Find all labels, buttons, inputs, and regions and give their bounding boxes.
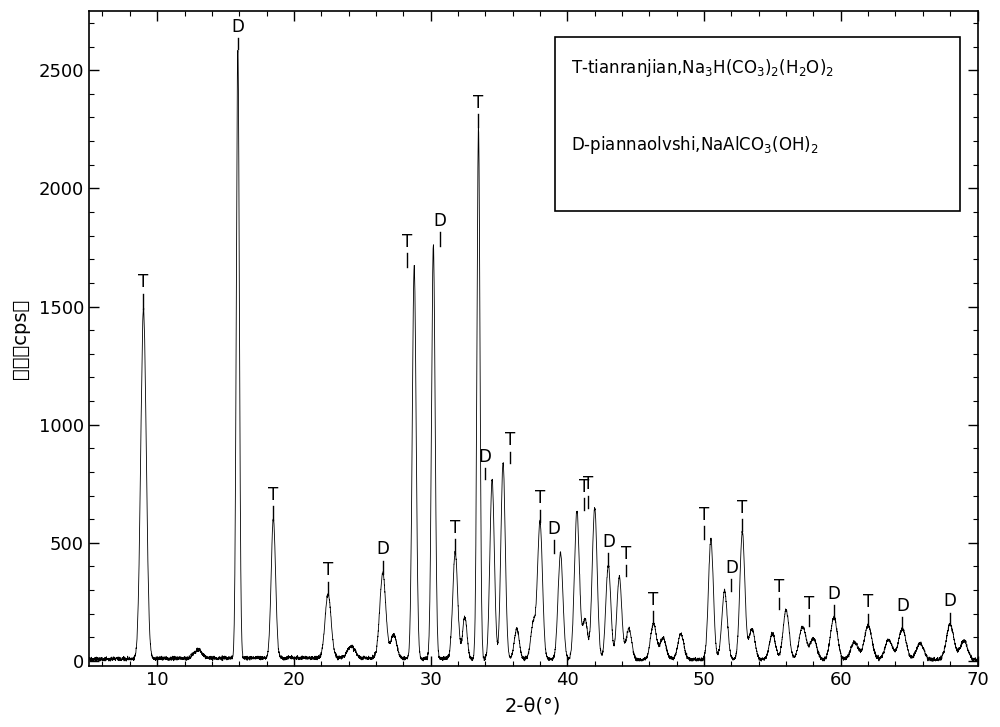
Text: T: T (579, 478, 589, 496)
Text: T: T (505, 431, 515, 449)
Text: D: D (376, 540, 389, 558)
Text: T: T (699, 506, 709, 524)
Text: T: T (268, 486, 279, 504)
Text: D: D (828, 585, 840, 603)
Text: T: T (863, 593, 873, 611)
Text: D: D (944, 593, 957, 610)
Text: T: T (450, 519, 460, 537)
Text: D: D (547, 520, 560, 538)
Text: D: D (479, 448, 492, 466)
Text: T: T (138, 273, 149, 291)
Text: D: D (434, 212, 447, 230)
X-axis label: 2-θ(°): 2-θ(°) (505, 697, 561, 716)
Text: D: D (231, 18, 244, 36)
FancyBboxPatch shape (555, 37, 960, 211)
Text: T: T (774, 578, 784, 596)
Text: T: T (402, 233, 412, 251)
Text: T: T (583, 475, 593, 493)
Text: T: T (323, 561, 333, 579)
Text: T: T (621, 545, 631, 563)
Text: T-tianranjian,Na$_3$H(CO$_3$)$_2$(H$_2$O)$_2$: T-tianranjian,Na$_3$H(CO$_3$)$_2$(H$_2$O… (571, 57, 834, 79)
Text: T: T (648, 591, 659, 609)
Text: T: T (473, 94, 484, 111)
Text: T: T (535, 489, 545, 507)
Y-axis label: 强度（cps）: 强度（cps） (11, 298, 30, 379)
Text: T: T (804, 595, 814, 613)
Text: D: D (602, 533, 615, 551)
Text: D: D (725, 559, 738, 577)
Text: D-piannaolvshi,NaAlCO$_3$(OH)$_2$: D-piannaolvshi,NaAlCO$_3$(OH)$_2$ (571, 134, 819, 156)
Text: D: D (896, 597, 909, 615)
Text: T: T (737, 499, 747, 517)
